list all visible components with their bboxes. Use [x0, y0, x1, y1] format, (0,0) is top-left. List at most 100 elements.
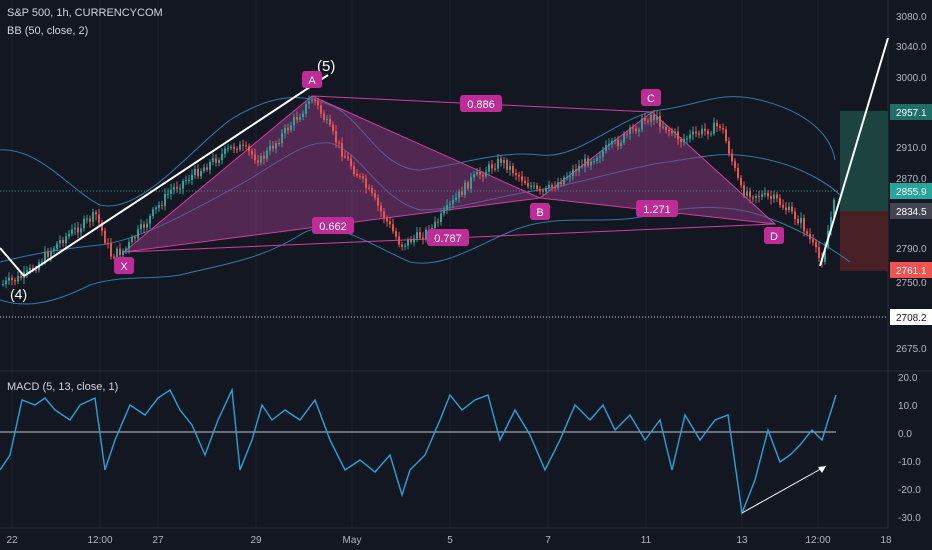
badge-last: 2855.9	[896, 187, 927, 198]
candle-body	[98, 214, 100, 223]
candle-body	[587, 158, 589, 166]
badge-stop: 2761.1	[896, 266, 927, 277]
candle-body	[233, 146, 235, 149]
candle-body	[278, 142, 280, 144]
candle-body	[341, 142, 343, 157]
candle-body	[806, 231, 808, 234]
candle-body	[179, 188, 181, 190]
candle-body	[140, 224, 142, 230]
candle-body	[677, 131, 679, 140]
candle-body	[80, 228, 82, 233]
candle-body	[374, 193, 376, 198]
candle-body	[158, 205, 160, 208]
candle-body	[122, 250, 124, 256]
candle-body	[773, 194, 775, 199]
point-d-label: D	[770, 231, 778, 243]
point-d-badge	[764, 227, 784, 244]
candle-body	[299, 117, 301, 120]
macd-tick: -10.0	[898, 457, 921, 468]
candle-body	[419, 232, 421, 238]
candle-body	[779, 198, 781, 206]
time-axis[interactable]: 22 12:00 27 29 May 5 7 11 13 12:00 18	[6, 535, 892, 546]
candle-body	[617, 139, 619, 146]
candle-body	[770, 196, 772, 199]
candle-body	[2, 284, 4, 286]
candle-body	[26, 270, 28, 272]
candle-body	[605, 145, 607, 151]
price-tick: 2790.0	[896, 244, 927, 255]
candle-body	[704, 128, 706, 131]
candle-body	[590, 161, 592, 166]
point-b-label: B	[536, 207, 543, 219]
candle-body	[170, 189, 172, 194]
macd-tick: -20.0	[898, 485, 921, 496]
candle-body	[638, 129, 640, 132]
candle-body	[317, 101, 319, 106]
candle-body	[668, 130, 670, 132]
bb-indicator-label[interactable]: BB (50, close, 2)	[7, 25, 88, 37]
candle-body	[290, 125, 292, 131]
candle-body	[287, 127, 289, 131]
candle-body	[530, 185, 532, 187]
candle-body	[656, 115, 658, 121]
candle-body	[467, 182, 469, 189]
symbol-title[interactable]: S&P 500, 1h, CURRENCYCOM	[7, 7, 163, 19]
candle-body	[485, 171, 487, 177]
macd-axis[interactable]: 20.0 10.0 0.0 -10.0 -20.0 -30.0	[898, 373, 921, 524]
candle-body	[689, 134, 691, 139]
candle-body	[749, 191, 751, 198]
candle-body	[272, 145, 274, 149]
candle-body	[554, 186, 556, 188]
point-c-badge	[641, 89, 661, 106]
badge-target: 2957.1	[896, 108, 927, 119]
candle-body	[353, 166, 355, 174]
candle-body	[755, 196, 757, 198]
candle-body	[812, 239, 814, 243]
point-b-badge	[530, 203, 550, 220]
candle-body	[128, 242, 130, 249]
candle-body	[392, 224, 394, 232]
macd-indicator-label[interactable]: MACD (5, 13, close, 1)	[7, 381, 118, 393]
candle-body	[137, 229, 139, 239]
candle-body	[302, 113, 304, 118]
candle-body	[566, 176, 568, 178]
candle-body	[680, 139, 682, 142]
candle-body	[314, 100, 316, 102]
candlesticks	[2, 95, 835, 289]
candle-body	[281, 133, 283, 144]
candle-body	[674, 131, 676, 134]
candle-body	[404, 245, 406, 247]
macd-tick: 10.0	[898, 401, 918, 412]
candle-body	[734, 161, 736, 168]
candle-body	[581, 165, 583, 167]
time-tick: 5	[447, 535, 453, 546]
candle-body	[455, 197, 457, 200]
candle-body	[599, 156, 601, 158]
candle-body	[722, 127, 724, 130]
candle-body	[701, 128, 703, 135]
candle-body	[527, 182, 529, 187]
candle-body	[641, 118, 643, 130]
candle-body	[572, 169, 574, 177]
ratio-xd-badge	[460, 95, 502, 112]
candle-body	[131, 237, 133, 243]
candle-body	[53, 248, 55, 252]
candle-body	[449, 203, 451, 206]
candle-body	[260, 155, 262, 163]
candle-body	[68, 233, 70, 237]
time-tick: 13	[736, 535, 748, 546]
candle-body	[416, 232, 418, 239]
candle-body	[386, 218, 388, 222]
candle-body	[740, 177, 742, 186]
candle-body	[500, 158, 502, 163]
candle-body	[266, 150, 268, 159]
badge-support: 2708.2	[896, 313, 927, 324]
badge-entry: 2834.5	[896, 207, 927, 218]
price-axis[interactable]: 3080.0 3040.0 3000.0 2910.0 2870.0 2790.…	[896, 12, 927, 355]
candle-body	[59, 240, 61, 244]
candle-body	[284, 127, 286, 134]
candle-body	[671, 130, 673, 134]
candle-body	[764, 192, 766, 195]
candle-body	[224, 148, 226, 154]
